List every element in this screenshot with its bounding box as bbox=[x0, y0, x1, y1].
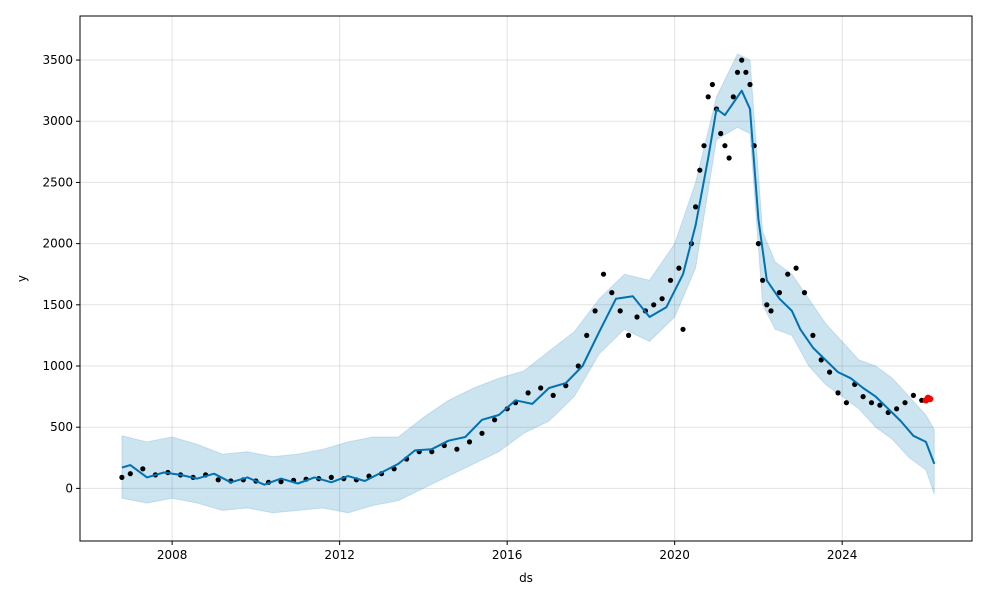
observed-point bbox=[140, 466, 146, 472]
observed-point bbox=[492, 417, 498, 423]
observed-point bbox=[600, 271, 607, 277]
x-axis-ticks: 2008 2012 2016 2020 2024 bbox=[157, 541, 858, 562]
y-tick-label: 1000 bbox=[42, 359, 73, 373]
observed-point bbox=[860, 394, 866, 400]
observed-point bbox=[659, 296, 665, 302]
observed-point bbox=[801, 290, 808, 296]
x-tick-label: 2008 bbox=[157, 548, 188, 562]
forecast-line bbox=[121, 89, 936, 486]
x-tick-label: 2012 bbox=[324, 548, 355, 562]
uncertainty-interval bbox=[121, 53, 935, 514]
observed-point bbox=[910, 392, 917, 398]
observed-point bbox=[479, 430, 485, 436]
future-points bbox=[922, 394, 934, 404]
observed-point bbox=[894, 406, 900, 412]
observed-point bbox=[776, 290, 783, 296]
observed-point bbox=[768, 308, 774, 314]
observed-point bbox=[835, 390, 841, 396]
observed-point bbox=[701, 143, 707, 149]
uncertainty-band bbox=[121, 53, 935, 514]
observed-point bbox=[667, 277, 674, 283]
observed-point bbox=[785, 271, 791, 277]
observed-point bbox=[730, 94, 736, 100]
observed-point bbox=[575, 363, 581, 369]
x-axis-label: ds bbox=[519, 571, 533, 585]
observed-point bbox=[705, 94, 711, 100]
y-tick-label: 2000 bbox=[42, 237, 73, 251]
observed-point bbox=[278, 479, 284, 485]
observed-point bbox=[726, 155, 732, 161]
y-tick-label: 1500 bbox=[42, 298, 73, 312]
y-tick-label: 500 bbox=[50, 420, 73, 434]
observed-point bbox=[609, 290, 615, 296]
observed-point bbox=[215, 477, 221, 483]
observed-point bbox=[680, 326, 686, 332]
observed-point bbox=[877, 402, 883, 408]
observed-point bbox=[676, 265, 682, 271]
observed-point bbox=[693, 204, 699, 210]
observed-point bbox=[743, 69, 749, 75]
observed-point bbox=[747, 81, 753, 88]
observed-point bbox=[734, 69, 741, 75]
x-tick-label: 2024 bbox=[827, 548, 858, 562]
observed-point bbox=[709, 81, 716, 88]
observed-point bbox=[538, 385, 544, 391]
observed-point bbox=[550, 392, 556, 398]
observed-point bbox=[634, 314, 640, 320]
observed-point bbox=[755, 241, 762, 247]
observed-point bbox=[827, 369, 833, 375]
y-tick-label: 3500 bbox=[42, 53, 73, 67]
observed-point bbox=[617, 308, 623, 314]
forecast-yhat-line bbox=[121, 89, 936, 486]
observed-point bbox=[466, 439, 473, 445]
observed-point bbox=[810, 332, 816, 338]
observed-point bbox=[454, 446, 460, 452]
y-tick-label: 0 bbox=[65, 481, 73, 495]
observed-point bbox=[525, 390, 531, 396]
x-tick-label: 2016 bbox=[492, 548, 523, 562]
y-axis-ticks: 0 500 1000 1500 2000 2500 3000 3500 bbox=[42, 53, 80, 495]
observed-point bbox=[584, 332, 590, 338]
observed-point bbox=[764, 302, 770, 308]
observed-point bbox=[843, 400, 850, 406]
grid-lines bbox=[80, 16, 972, 541]
observed-point bbox=[760, 277, 766, 283]
observed-point bbox=[722, 143, 728, 149]
y-axis-label: y bbox=[15, 275, 29, 282]
y-tick-label: 2500 bbox=[42, 175, 73, 189]
observed-point bbox=[127, 471, 133, 477]
future-point bbox=[926, 395, 934, 403]
observed-point bbox=[697, 167, 703, 173]
x-tick-label: 2020 bbox=[659, 548, 690, 562]
observed-point bbox=[902, 400, 908, 406]
observed-point bbox=[793, 265, 799, 271]
observed-point bbox=[592, 308, 598, 314]
observed-point bbox=[718, 130, 724, 137]
observed-point bbox=[119, 474, 125, 480]
observed-point bbox=[626, 332, 632, 338]
observed-point bbox=[739, 57, 745, 63]
observed-point bbox=[328, 474, 334, 480]
observed-point bbox=[651, 302, 657, 308]
observed-point bbox=[818, 357, 824, 363]
observed-point bbox=[429, 449, 435, 455]
observed-point bbox=[868, 400, 875, 406]
y-tick-label: 3000 bbox=[42, 114, 73, 128]
plot-frame bbox=[79, 15, 973, 542]
